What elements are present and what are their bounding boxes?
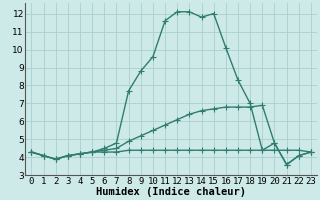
X-axis label: Humidex (Indice chaleur): Humidex (Indice chaleur) [96,187,246,197]
